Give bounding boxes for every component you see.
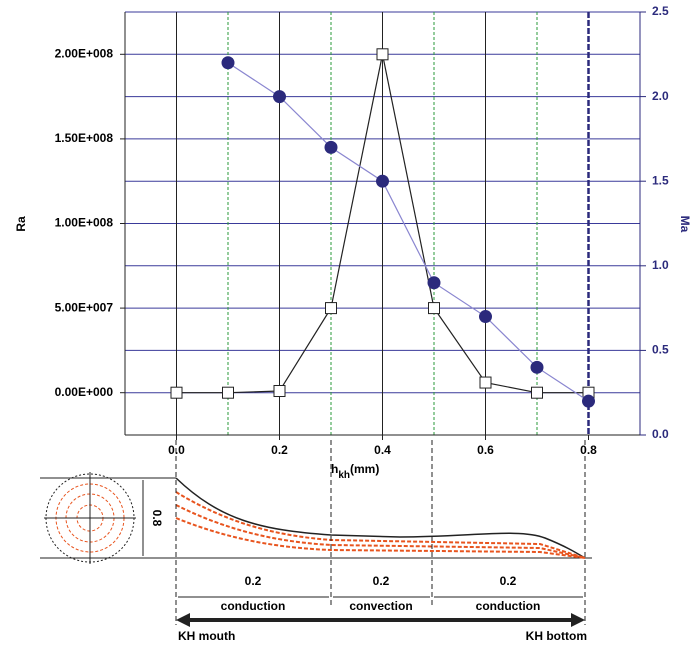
y-tick-label: 2.00E+008 <box>55 46 114 60</box>
y-tick-label: 1.50E+008 <box>55 131 114 145</box>
start-label: KH mouth <box>178 629 235 643</box>
circle-marker <box>221 56 235 70</box>
x-tick-label: 0.8 <box>580 443 597 457</box>
y2-tick-label: 1.5 <box>652 173 669 187</box>
x-tick-label: 0.6 <box>477 443 494 457</box>
x-tick-label: 0.2 <box>271 443 288 457</box>
square-marker <box>325 302 337 315</box>
y-tick-label: 5.00E+007 <box>55 300 114 314</box>
square-marker <box>479 376 492 389</box>
segment-length: 0.2 <box>245 574 262 588</box>
diagram: 0.8 0.2 0.2 0.2 conduction convection co… <box>40 440 592 643</box>
dividers <box>175 440 586 625</box>
square-marker <box>376 48 389 61</box>
x-tick-label: 0.0 <box>168 443 185 457</box>
x-label-unit: (mm) <box>350 462 379 476</box>
square-marker <box>170 386 183 399</box>
y2-tick-label: 0.0 <box>652 427 669 441</box>
circle-marker <box>582 394 595 408</box>
circle-marker <box>427 276 441 290</box>
segment-length: 0.2 <box>373 574 390 588</box>
series-line <box>227 62 589 402</box>
x-label-main: h <box>331 462 338 476</box>
y-tick-label: 1.00E+008 <box>55 216 114 230</box>
circle-marker <box>324 140 338 154</box>
circle-marker <box>273 90 286 104</box>
circle-marker <box>530 360 544 374</box>
segment-mode: conduction <box>476 599 541 613</box>
flow-line <box>175 504 586 559</box>
segment-length: 0.2 <box>500 574 517 588</box>
x-axis-label: hkh(mm) <box>331 462 379 480</box>
circle-marker <box>376 174 389 188</box>
square-marker <box>531 386 543 399</box>
flow-line <box>175 491 586 559</box>
square-marker <box>222 386 234 399</box>
meniscus <box>175 477 586 559</box>
circle-marker <box>479 310 492 324</box>
y-axis-label: Ra <box>14 216 28 232</box>
segment-mode: convection <box>349 599 412 613</box>
height-label: 0.8 <box>150 510 164 527</box>
square-marker <box>273 385 286 398</box>
segment-mode: conduction <box>221 599 286 613</box>
y2-axis-label: Ma <box>678 216 692 233</box>
end-label: KH bottom <box>526 629 587 643</box>
y2-tick-label: 1.0 <box>652 258 669 272</box>
square-marker <box>428 302 440 315</box>
y-tick-label: 0.00E+000 <box>55 385 114 399</box>
flow-line <box>175 517 586 559</box>
y2-tick-label: 0.5 <box>652 343 669 357</box>
y2-tick-label: 2.5 <box>652 4 669 18</box>
x-label-sub: kh <box>338 470 350 481</box>
y2-tick-label: 2.0 <box>652 89 669 103</box>
x-tick-label: 0.4 <box>374 443 391 457</box>
